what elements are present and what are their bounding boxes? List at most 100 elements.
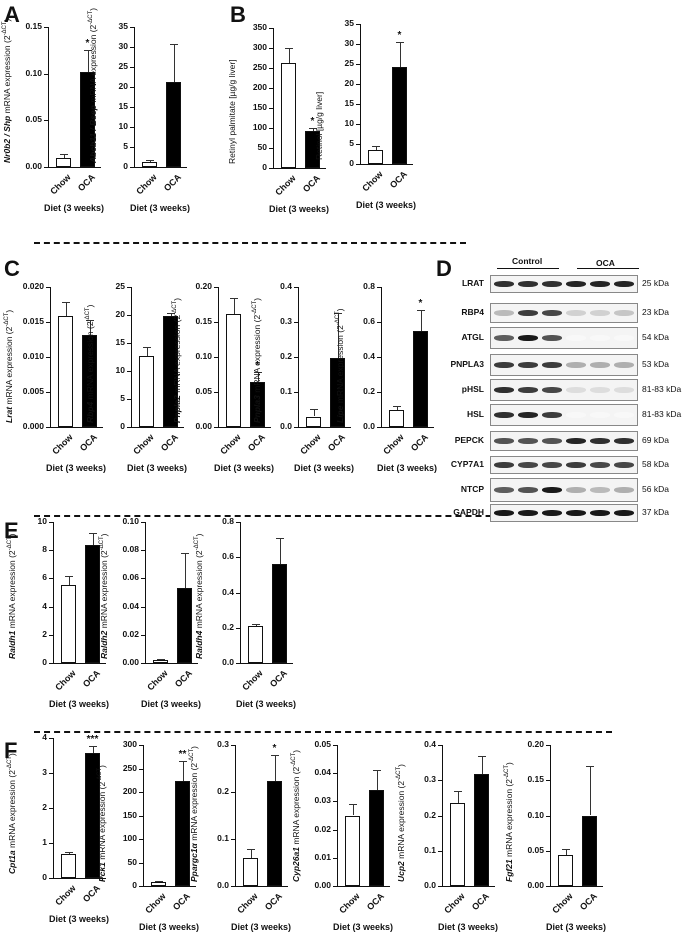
y-tick-label: 250 xyxy=(252,62,267,72)
x-axis xyxy=(550,886,603,887)
error-bar xyxy=(457,791,459,803)
y-tick-label: 250 xyxy=(122,762,137,773)
y-tick xyxy=(46,392,50,393)
y-tick xyxy=(49,773,53,774)
x-axis-label: Diet (3 weeks) xyxy=(546,922,607,932)
bar-oca xyxy=(413,330,428,427)
y-tick xyxy=(269,28,273,29)
band xyxy=(494,438,514,444)
band xyxy=(614,438,634,444)
y-tick xyxy=(44,27,48,28)
category-label: OCA xyxy=(172,668,194,690)
y-axis xyxy=(131,287,132,427)
bar-chow xyxy=(56,157,71,167)
error-cap xyxy=(453,791,462,793)
y-tick xyxy=(141,606,145,608)
y-tick xyxy=(49,808,53,809)
y-tick xyxy=(139,886,143,887)
y-axis-label: Retinyl palmitate [µg/g liver] xyxy=(227,59,237,164)
blot-label-rbp4: RBP4 xyxy=(461,307,484,317)
separator xyxy=(34,731,612,733)
error-bar xyxy=(250,849,252,858)
error-cap xyxy=(371,146,380,147)
y-tick xyxy=(214,427,218,428)
y-tick-label: 0.20 xyxy=(527,739,544,749)
y-tick-label: 0.04 xyxy=(314,767,331,778)
y-tick-label: 1 xyxy=(42,837,47,847)
y-tick xyxy=(231,792,235,793)
y-tick xyxy=(377,392,381,393)
separator xyxy=(34,242,466,244)
band xyxy=(590,462,610,468)
y-tick xyxy=(127,399,131,400)
y-axis xyxy=(218,287,219,427)
y-tick xyxy=(269,168,273,169)
y-axis-label: Abcb11 / Bsep mRNA expression (2-ΔCT) xyxy=(88,7,98,163)
band xyxy=(590,510,610,516)
y-tick-label: 0.0 xyxy=(363,421,375,431)
y-tick xyxy=(294,357,298,358)
error-cap xyxy=(88,533,97,535)
bar-chow xyxy=(558,854,573,886)
error-bar xyxy=(589,766,591,816)
band xyxy=(590,387,610,393)
y-tick-label: 300 xyxy=(252,42,267,52)
y-tick-label: 0.10 xyxy=(122,516,139,526)
y-tick xyxy=(231,839,235,840)
y-tick-label: 0.00 xyxy=(195,421,212,431)
y-axis xyxy=(550,745,551,886)
y-tick-label: 50 xyxy=(127,856,137,867)
y-axis-label: Pnpla3 mRNA expression (2-ΔCT) xyxy=(252,297,262,423)
y-tick xyxy=(438,886,442,887)
error-cap xyxy=(142,347,151,349)
blot-label-pepck: PEPCK xyxy=(454,435,484,445)
bar-oca xyxy=(582,815,597,886)
band xyxy=(494,462,514,468)
bar-chow xyxy=(139,355,154,427)
error-cap xyxy=(64,852,73,854)
y-tick xyxy=(49,843,53,844)
x-axis-label: Diet (3 weeks) xyxy=(130,203,191,213)
band xyxy=(590,362,610,368)
blot-row-atgl xyxy=(490,327,638,349)
y-tick xyxy=(130,167,134,168)
y-tick xyxy=(214,392,218,393)
bar-oca xyxy=(392,67,407,164)
y-tick xyxy=(333,773,337,775)
significance-marker: * xyxy=(397,30,402,41)
band xyxy=(566,412,586,418)
y-tick-label: 0.010 xyxy=(22,351,44,361)
y-tick-label: 15 xyxy=(118,101,128,111)
x-axis-label: Diet (3 weeks) xyxy=(236,699,297,709)
y-tick-label: 0.00 xyxy=(122,657,139,667)
x-axis-label: Diet (3 weeks) xyxy=(46,463,107,473)
blot-label-pnpla3: PNPLA3 xyxy=(450,359,484,369)
band xyxy=(566,387,586,393)
y-tick-label: 0 xyxy=(123,161,128,171)
bar-chow xyxy=(306,416,321,427)
x-axis-label: Diet (3 weeks) xyxy=(269,204,330,214)
y-tick-label: 0.0 xyxy=(222,657,234,667)
y-tick xyxy=(231,886,235,887)
y-tick xyxy=(130,127,134,128)
y-tick xyxy=(377,357,381,358)
y-tick xyxy=(236,663,240,664)
category-label: Chow xyxy=(145,668,170,693)
bar-chow xyxy=(368,149,383,164)
error-bar xyxy=(376,770,378,791)
bar-chow xyxy=(281,62,296,168)
category-label: Chow xyxy=(134,172,159,197)
y-axis xyxy=(360,24,361,164)
y-tick-label: 0.15 xyxy=(527,774,544,785)
y-tick xyxy=(356,164,360,165)
category-label: OCA xyxy=(170,891,192,913)
y-tick xyxy=(141,522,145,523)
blot-kda-lrat: 25 kDa xyxy=(642,278,669,288)
panel-letter-b: B xyxy=(230,2,246,27)
y-tick-label: 0.00 xyxy=(25,161,42,171)
y-tick xyxy=(44,73,48,75)
y-axis-label: Raldh1 mRNA expression (2-ΔCT) xyxy=(7,533,17,659)
bar-chow xyxy=(153,660,168,663)
group-label-control: Control xyxy=(512,256,543,266)
significance-marker: *** xyxy=(86,733,99,745)
